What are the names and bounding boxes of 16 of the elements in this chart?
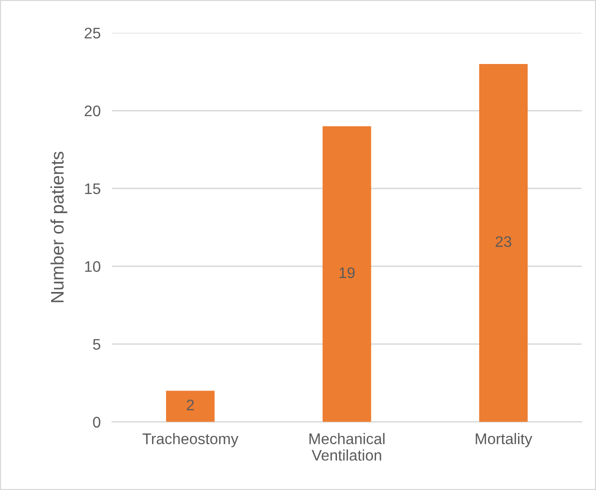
x-tick-label: Tracheostomy: [142, 433, 238, 448]
data-label: 23: [496, 236, 512, 248]
bar: [166, 390, 215, 422]
y-axis-title: Number of patients: [50, 152, 68, 302]
y-tick-label: 0: [93, 416, 100, 428]
y-tick-label: 15: [85, 183, 100, 194]
data-label: 19: [340, 267, 355, 278]
bar: [322, 126, 372, 422]
y-tick-label: 20: [84, 106, 100, 116]
y-tick-label: 5: [93, 339, 100, 350]
x-tick-label: Mortality: [476, 433, 532, 448]
x-tick-label: Mechanical Ventilation: [309, 433, 384, 461]
bar: [479, 64, 528, 422]
y-tick-label: 25: [84, 28, 100, 39]
data-label: 2: [186, 400, 194, 410]
y-tick-label: 10: [85, 261, 100, 272]
